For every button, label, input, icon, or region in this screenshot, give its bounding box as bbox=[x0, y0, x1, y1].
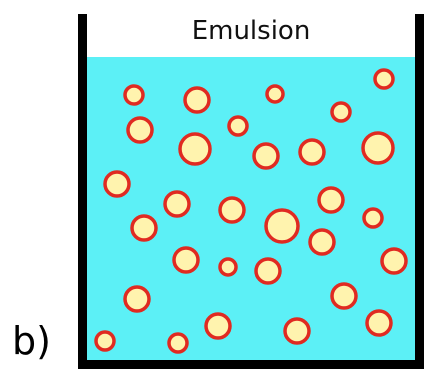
container-wall-right bbox=[415, 14, 424, 369]
droplet bbox=[123, 84, 145, 106]
droplet bbox=[330, 101, 352, 123]
droplet bbox=[380, 247, 408, 275]
droplet bbox=[227, 115, 249, 137]
droplet bbox=[130, 214, 158, 242]
droplet bbox=[308, 228, 336, 256]
droplet bbox=[362, 207, 384, 229]
droplet bbox=[178, 132, 212, 166]
droplets-group bbox=[94, 68, 408, 354]
container-title: Emulsion bbox=[191, 16, 311, 46]
droplet bbox=[204, 312, 232, 340]
droplet bbox=[103, 170, 131, 198]
droplet bbox=[254, 257, 282, 285]
droplet bbox=[330, 282, 358, 310]
droplet bbox=[365, 309, 393, 337]
panel-label: b) bbox=[12, 319, 51, 363]
droplet bbox=[218, 196, 246, 224]
droplet bbox=[264, 208, 300, 244]
droplet bbox=[123, 285, 151, 313]
container-wall-bottom bbox=[78, 360, 424, 369]
droplet bbox=[283, 317, 311, 345]
droplet bbox=[94, 330, 116, 352]
droplet bbox=[317, 186, 345, 214]
droplet bbox=[126, 116, 154, 144]
droplet bbox=[167, 332, 189, 354]
droplet bbox=[218, 257, 238, 277]
droplet bbox=[252, 142, 280, 170]
droplet bbox=[265, 84, 285, 104]
droplet bbox=[298, 138, 326, 166]
droplet bbox=[373, 68, 395, 90]
droplet bbox=[172, 246, 200, 274]
droplet bbox=[183, 86, 211, 114]
droplet bbox=[163, 190, 191, 218]
droplet bbox=[361, 131, 395, 165]
container-wall-left bbox=[78, 14, 87, 369]
